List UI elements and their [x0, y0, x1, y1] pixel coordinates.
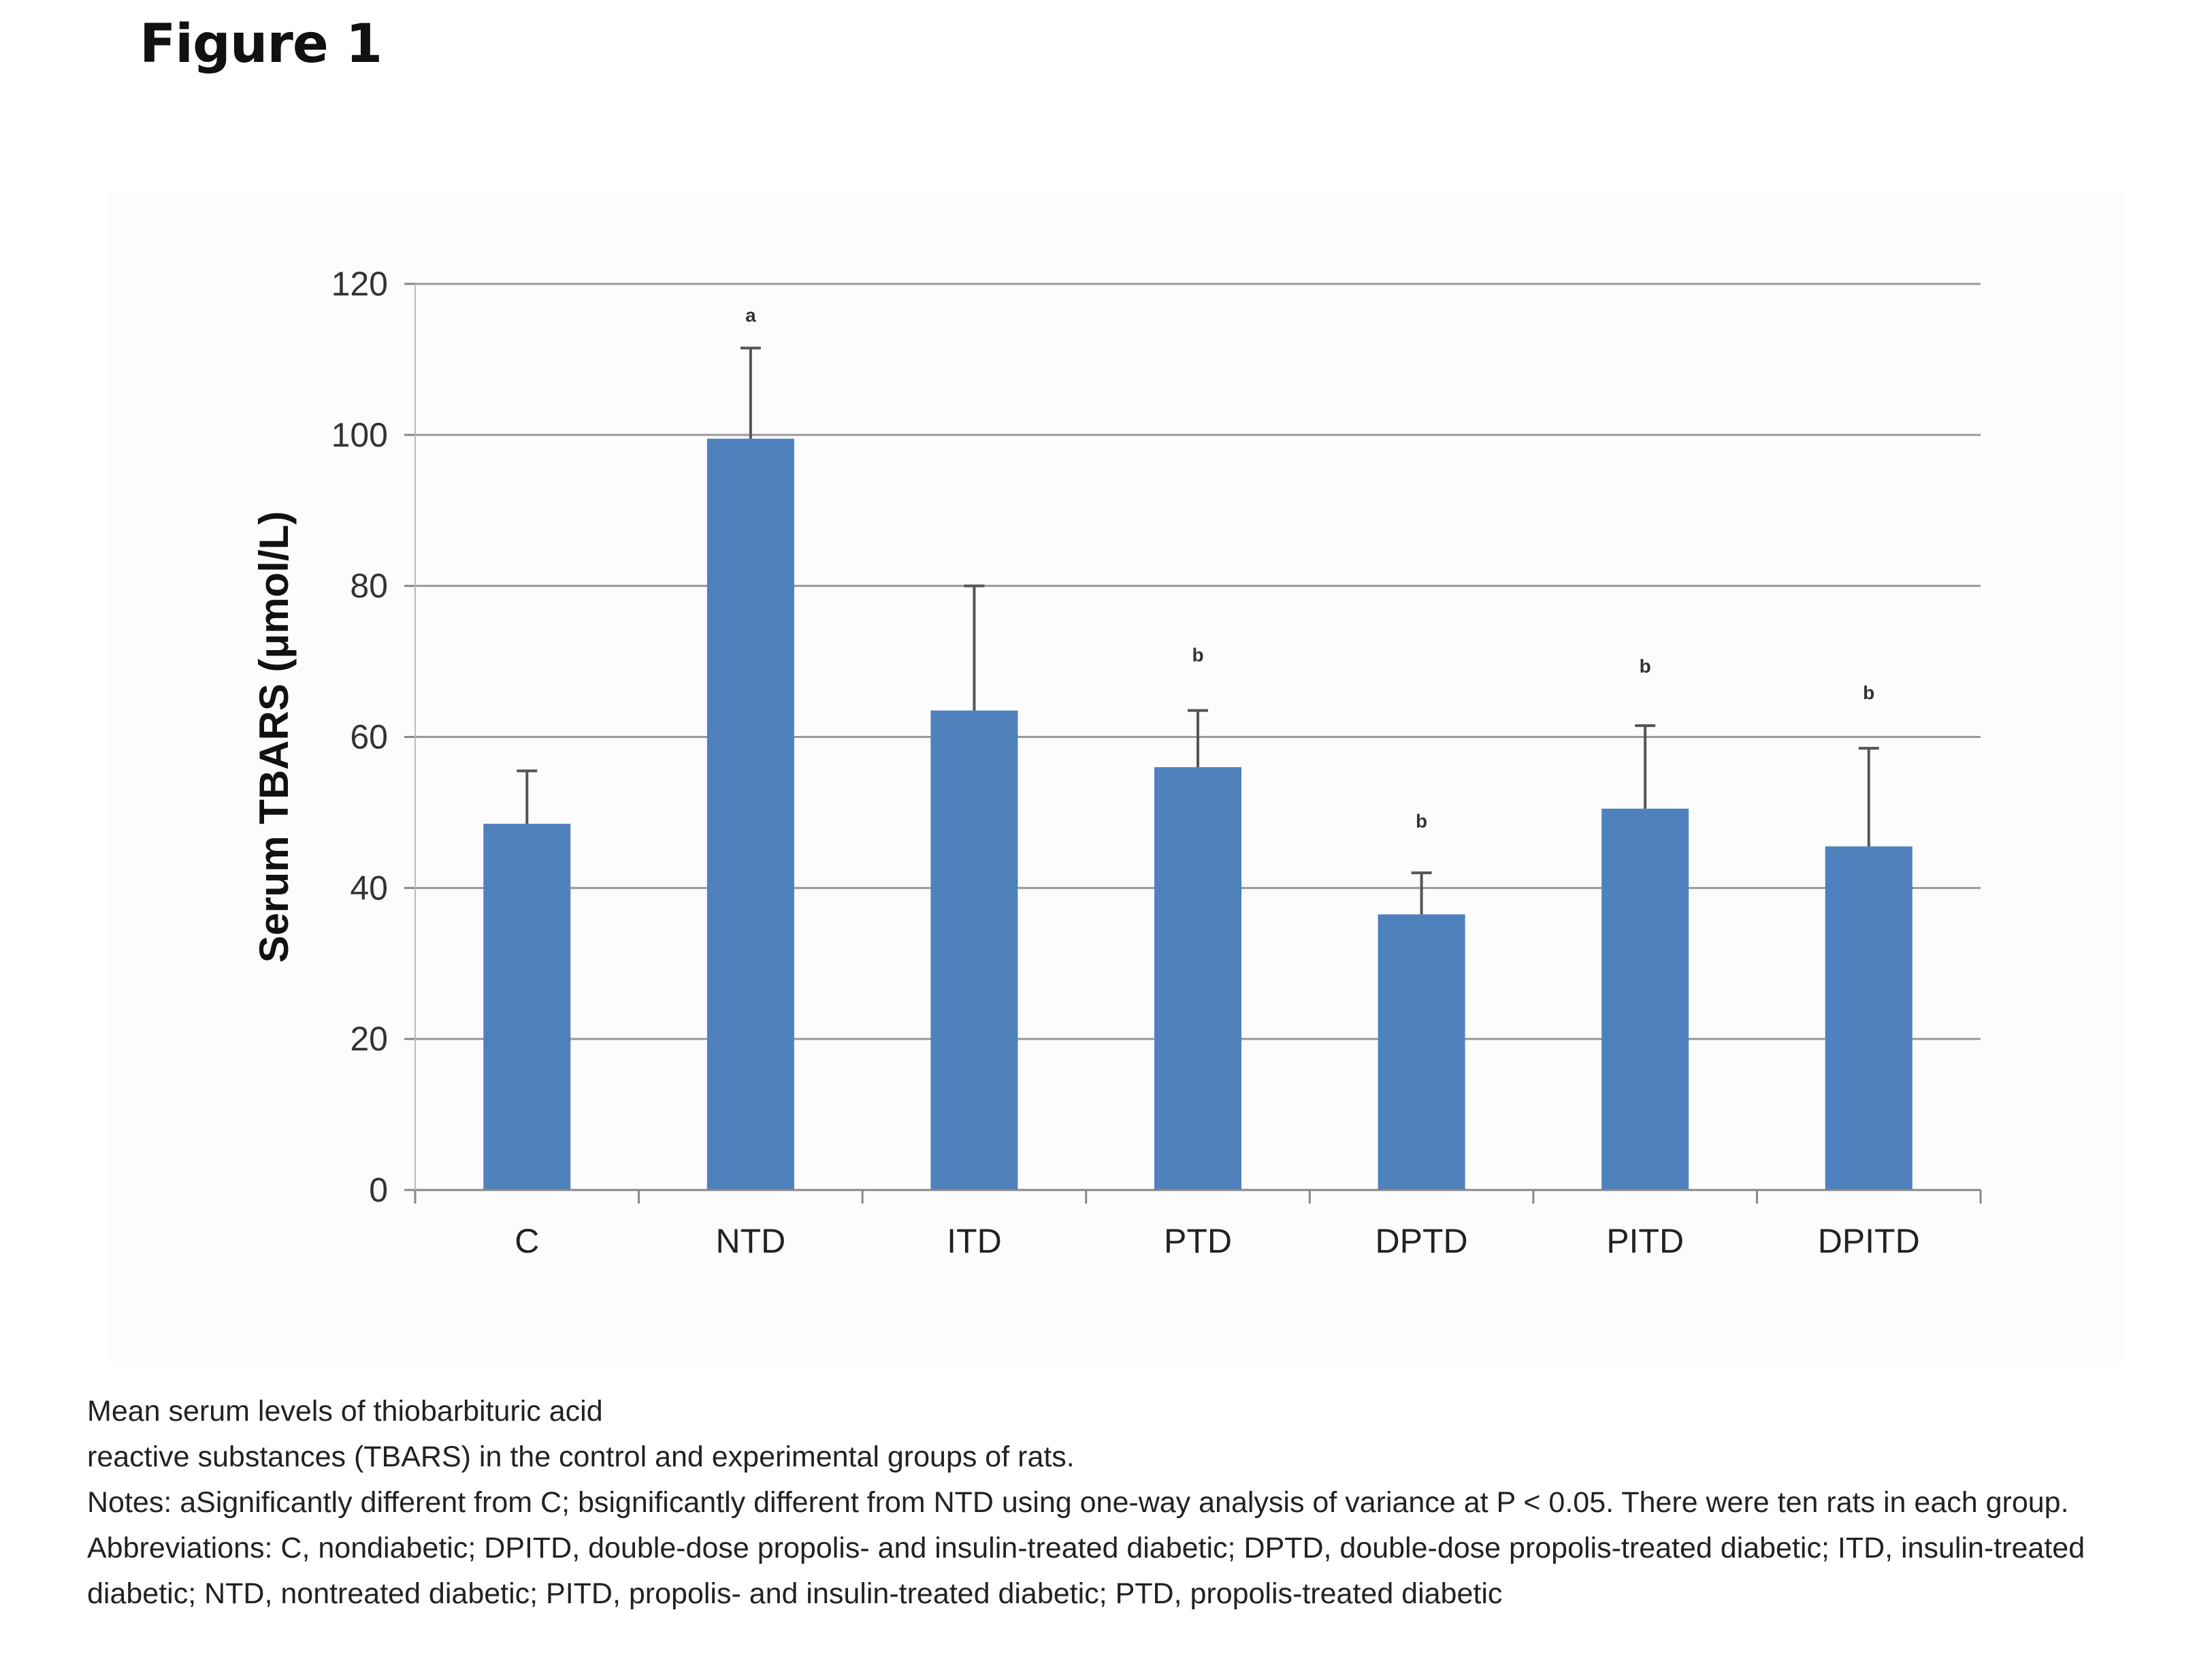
significance-label-DPITD: b [1863, 682, 1874, 703]
x-category-label: ITD [947, 1222, 1002, 1260]
caption-abbreviations: Abbreviations: C, nondiabetic; DPITD, do… [87, 1532, 2085, 1610]
y-tick-label: 60 [350, 718, 388, 756]
significance-label-DPTD: b [1416, 811, 1427, 832]
bar-PTD [1154, 767, 1241, 1190]
figure-title: Figure 1 [140, 14, 383, 75]
bar-DPITD [1825, 846, 1913, 1190]
bars [483, 347, 1913, 1190]
bar-chart: 0 20 40 60 80 100 120 Ca NTD ITD b PTD b DPTD b PITD b DP… [251, 265, 1982, 1260]
y-tick-label: 80 [350, 567, 388, 605]
caption-line-2: reactive substances (TBARS) in the contr… [87, 1441, 1075, 1473]
bar-NTD [706, 438, 794, 1190]
bar-C [483, 824, 571, 1190]
bar-PITD [1601, 808, 1689, 1190]
y-tick-label: 0 [369, 1171, 388, 1209]
bar-ITD [930, 710, 1018, 1190]
caption-notes: Notes: aSignificantly different from C; … [87, 1486, 2069, 1519]
y-tick-label: 100 [331, 416, 388, 454]
figure-caption: Mean serum levels of thiobarbituric acid… [87, 1389, 2129, 1617]
x-category-label: DPITD [1818, 1222, 1920, 1260]
significance-label-NTD: a [745, 304, 756, 325]
x-category-label: DPTD [1376, 1222, 1468, 1260]
axes [404, 283, 1982, 1204]
significance-label-PITD: b [1640, 656, 1651, 677]
significance-label-PTD: b [1192, 645, 1203, 666]
labels: 0 20 40 60 80 100 120 Ca NTD ITD b PTD b DPTD b PITD b DP… [251, 265, 1920, 1260]
y-tick-label: 120 [331, 265, 388, 303]
y-tick-label: 40 [350, 869, 388, 907]
bar-DPTD [1378, 914, 1465, 1190]
x-category-label: PTD [1164, 1222, 1232, 1260]
x-category-label: PITD [1606, 1222, 1684, 1260]
x-category-label: C [515, 1222, 539, 1260]
caption-line-1: Mean serum levels of thiobarbituric acid [87, 1395, 603, 1428]
y-axis-title: Serum TBARS (μmol/L) [251, 511, 297, 963]
y-tick-label: 20 [350, 1020, 388, 1058]
x-category-label: NTD [715, 1222, 785, 1260]
